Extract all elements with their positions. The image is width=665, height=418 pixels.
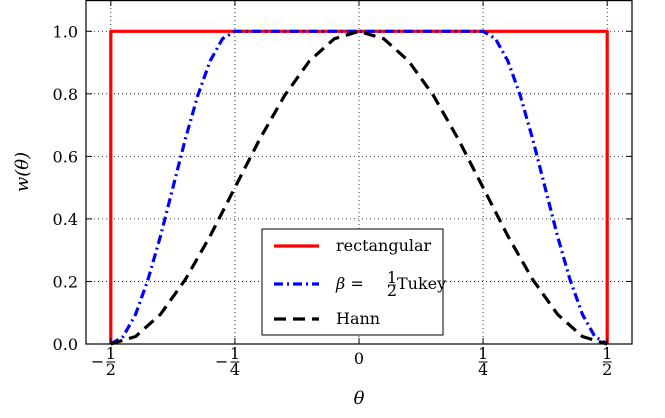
x-tick-sign: − — [215, 352, 228, 371]
legend: rectangular β = 12 Tukey Hann — [261, 228, 446, 336]
y-tick-label: 0.2 — [53, 272, 78, 291]
legend-label: Hann — [336, 309, 380, 328]
series-line-hann — [110, 29, 608, 346]
x-tick-denominator: 2 — [602, 360, 612, 379]
x-tick-sign: − — [91, 352, 104, 371]
x-tick-numerator: 1 — [106, 344, 116, 363]
x-tick-numerator: 1 — [478, 344, 488, 363]
y-tick-label: 0.0 — [53, 335, 78, 354]
legend-label: rectangular — [336, 236, 432, 255]
y-axis-label: w(θ) — [12, 152, 33, 192]
series-lines — [109, 29, 609, 346]
x-tick-denominator: 4 — [478, 360, 488, 379]
x-tick-label: 14 — [478, 344, 488, 379]
legend-label-prefix: β = — [335, 274, 364, 293]
x-tick-numerator: 1 — [230, 344, 240, 363]
legend-label: β = 12 Tukey — [335, 268, 446, 300]
x-tick-numerator: 1 — [602, 344, 612, 363]
axis-ticks — [86, 0, 632, 345]
legend-label-suffix: Tukey — [397, 274, 446, 293]
y-tick-label: 0.8 — [53, 85, 78, 104]
x-tick-label: 12− — [91, 344, 116, 379]
legend-box — [261, 228, 444, 336]
y-tick-label: 0.6 — [53, 147, 78, 166]
x-tick-denominator: 4 — [230, 360, 240, 379]
x-tick-label: 12 — [602, 344, 612, 379]
x-tick-denominator: 2 — [106, 360, 116, 379]
x-tick-label: 0 — [354, 349, 364, 368]
y-tick-label: 1.0 — [53, 22, 78, 41]
y-tick-label: 0.4 — [53, 210, 78, 229]
series-line-rectangular — [109, 29, 609, 344]
legend-fraction-numerator: 1 — [387, 268, 397, 287]
x-axis-label: θ — [354, 388, 365, 409]
y-tick-labels: 0.0 0.2 0.4 0.6 0.8 1.0 — [53, 22, 78, 354]
legend-fraction-denominator: 2 — [387, 281, 397, 300]
x-tick-label: 14− — [215, 344, 240, 379]
